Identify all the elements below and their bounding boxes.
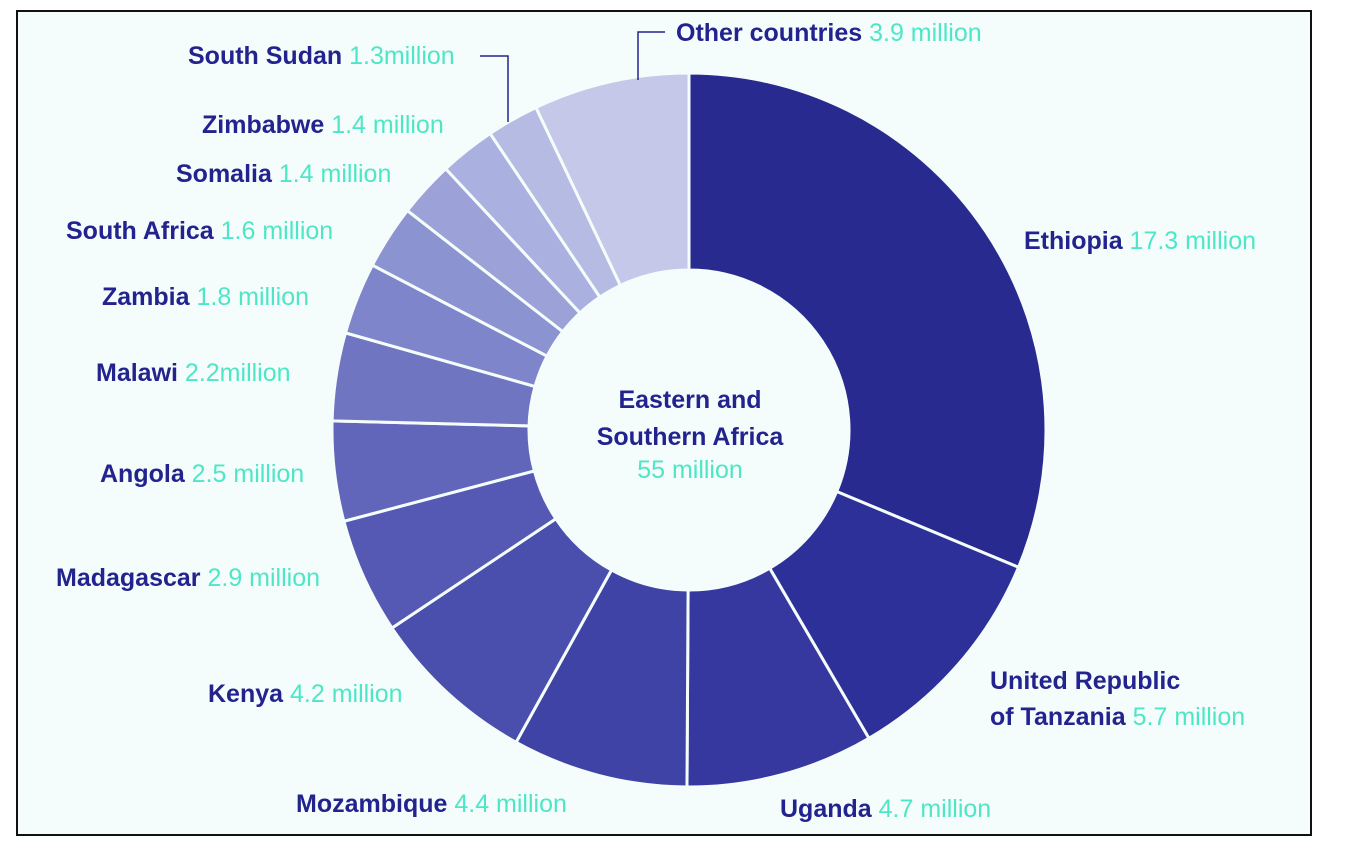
center-label-value: 55 million xyxy=(637,456,743,484)
slice-united-republic-of-tanzania xyxy=(767,489,1021,741)
label-value-kenya: 4.2 million xyxy=(283,680,403,708)
label-south-sudan: South Sudan 1.3million xyxy=(188,42,455,70)
label-name-kenya: Kenya xyxy=(208,680,284,708)
label-name-south-sudan: South Sudan xyxy=(188,42,342,70)
label-malawi: Malawi 2.2million xyxy=(96,359,291,387)
label-mozambique: Mozambique 4.4 million xyxy=(296,790,567,818)
label-value-somalia: 1.4 million xyxy=(272,160,392,188)
label-name-other-countries: Other countries xyxy=(676,19,862,47)
label-somalia: Somalia 1.4 million xyxy=(176,160,391,188)
slice-other-countries xyxy=(533,71,691,288)
label-value-ethiopia: 17.3 million xyxy=(1123,227,1256,255)
label-name-zambia: Zambia xyxy=(102,283,191,311)
label-name-zimbabwe: Zimbabwe xyxy=(202,111,324,139)
label-value-madagascar: 2.9 million xyxy=(201,564,321,592)
label-value-south-sudan: 1.3million xyxy=(342,42,455,70)
label-value-uganda: 4.7 million xyxy=(872,795,992,823)
label-value-malawi: 2.2million xyxy=(178,359,291,387)
label-name-angola: Angola xyxy=(100,460,186,488)
label-value-zambia: 1.8 million xyxy=(190,283,310,311)
label-value-united-republic-of-tanzania: 5.7 million xyxy=(1126,703,1246,731)
center-label: Eastern and Southern Africa 55 million xyxy=(597,386,785,484)
label-zimbabwe: Zimbabwe 1.4 million xyxy=(202,111,444,139)
slices-group xyxy=(330,71,1048,789)
label-name-united-republic-of-tanzania: of Tanzania xyxy=(990,703,1127,731)
label-united-republic-of-tanzania-line2: of Tanzania 5.7 million xyxy=(990,703,1245,731)
label-name-malawi: Malawi xyxy=(96,359,178,387)
label-name-mozambique: Mozambique xyxy=(296,790,447,818)
label-other-countries: Other countries 3.9 million xyxy=(676,19,982,47)
label-name-south-africa: South Africa xyxy=(66,217,215,245)
label-name-somalia: Somalia xyxy=(176,160,273,188)
label-name-united-republic-of-tanzania: United Republic xyxy=(990,667,1180,695)
label-value-angola: 2.5 million xyxy=(185,460,305,488)
label-zambia: Zambia 1.8 million xyxy=(102,283,309,311)
label-name-uganda: Uganda xyxy=(780,795,873,823)
label-ethiopia: Ethiopia 17.3 million xyxy=(1024,227,1256,255)
label-angola: Angola 2.5 million xyxy=(100,460,304,488)
label-value-other-countries: 3.9 million xyxy=(862,19,982,47)
label-madagascar: Madagascar 2.9 million xyxy=(56,564,320,592)
leader-lines xyxy=(480,31,665,122)
leader-other-countries xyxy=(637,31,665,80)
label-united-republic-of-tanzania-line1: United Republic xyxy=(990,667,1180,695)
label-name-madagascar: Madagascar xyxy=(56,564,201,592)
label-kenya: Kenya 4.2 million xyxy=(208,680,403,708)
label-uganda: Uganda 4.7 million xyxy=(780,795,991,823)
label-value-zimbabwe: 1.4 million xyxy=(324,111,444,139)
label-value-south-africa: 1.6 million xyxy=(214,217,334,245)
label-south-africa: South Africa 1.6 million xyxy=(66,217,333,245)
slice-labels: Ethiopia 17.3 million United Republic of T… xyxy=(56,19,1256,823)
center-label-line2: Southern Africa xyxy=(597,423,785,451)
slice-ethiopia xyxy=(687,71,1048,570)
leader-south-sudan xyxy=(480,55,509,122)
center-label-line1: Eastern and xyxy=(618,386,761,414)
label-value-mozambique: 4.4 million xyxy=(447,790,567,818)
label-name-ethiopia: Ethiopia xyxy=(1024,227,1124,255)
